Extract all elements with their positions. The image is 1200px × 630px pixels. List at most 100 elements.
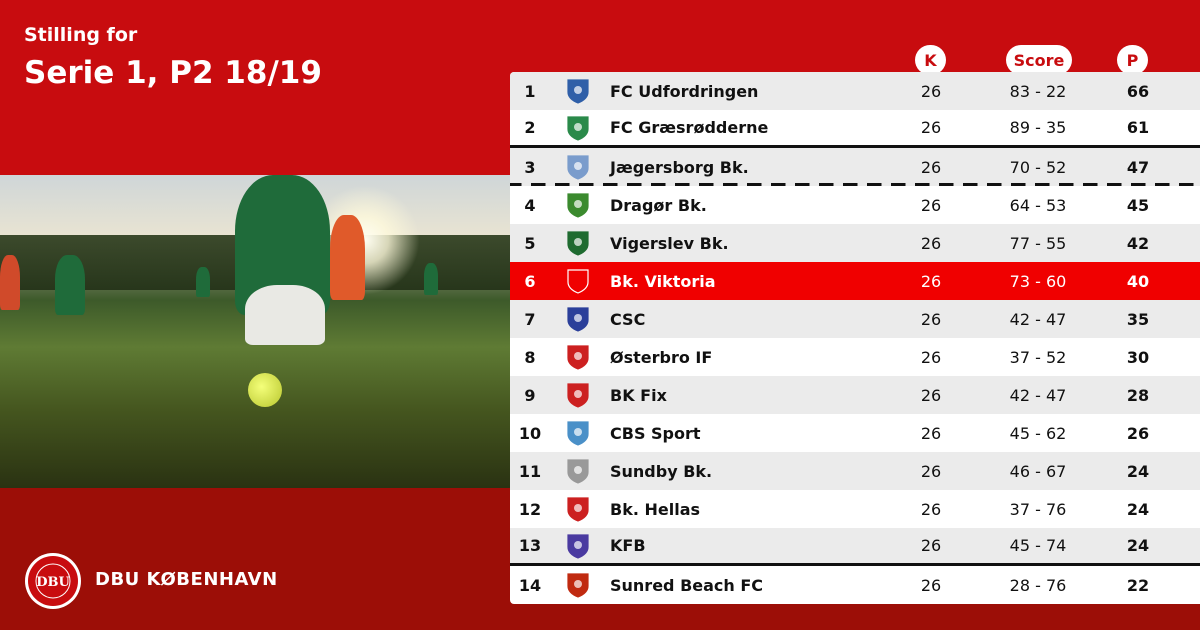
column-header-played: K — [915, 45, 946, 75]
team-name: Sunred Beach FC — [610, 575, 764, 595]
played: 26 — [920, 423, 942, 443]
score: 46 - 67 — [1009, 461, 1067, 481]
team-logo-icon — [566, 115, 590, 141]
team-name: Sundby Bk. — [610, 461, 713, 481]
standings-table: 1 FC Udfordringen 26 83 - 22 66 2 FC Græs… — [510, 72, 1200, 604]
score: 45 - 74 — [1009, 536, 1067, 555]
team-logo-icon — [566, 458, 590, 484]
points: 24 — [1126, 536, 1150, 555]
played: 26 — [920, 233, 942, 253]
score: 37 - 52 — [1009, 347, 1067, 367]
table-row: 4 Dragør Bk. 26 64 - 53 45 — [510, 186, 1200, 224]
column-header-score: Score — [1006, 45, 1072, 75]
football-photo — [0, 175, 510, 488]
rank: 4 — [524, 195, 536, 215]
points: 66 — [1126, 81, 1150, 101]
rank: 10 — [518, 423, 542, 443]
score: 64 - 53 — [1009, 195, 1067, 215]
table-row: 8 Østerbro IF 26 37 - 52 30 — [510, 338, 1200, 376]
team-logo-icon — [566, 382, 590, 408]
score: 42 - 47 — [1009, 309, 1067, 329]
team-logo-icon — [566, 344, 590, 370]
played: 26 — [920, 195, 942, 215]
team-name: CSC — [610, 309, 646, 329]
played: 26 — [920, 309, 942, 329]
table-row: 10 CBS Sport 26 45 - 62 26 — [510, 414, 1200, 452]
played: 26 — [920, 385, 942, 405]
played: 26 — [920, 271, 942, 291]
points: 26 — [1126, 423, 1150, 443]
rank: 11 — [518, 461, 542, 481]
team-logo-icon — [566, 496, 590, 522]
table-row: 11 Sundby Bk. 26 46 - 67 24 — [510, 452, 1200, 490]
played: 26 — [920, 536, 942, 555]
points: 35 — [1126, 309, 1150, 329]
played: 26 — [920, 575, 942, 595]
team-name: BK Fix — [610, 385, 667, 405]
rank: 2 — [524, 118, 536, 137]
table-row: 3 Jægersborg Bk. 26 70 - 52 47 — [510, 148, 1200, 186]
score: 73 - 60 — [1009, 271, 1067, 291]
played: 26 — [920, 347, 942, 367]
table-row: 2 FC Græsrødderne 26 89 - 35 61 — [510, 110, 1200, 148]
column-header-points: P — [1117, 45, 1148, 75]
points: 22 — [1126, 575, 1150, 595]
table-row: 5 Vigerslev Bk. 26 77 - 55 42 — [510, 224, 1200, 262]
points: 24 — [1126, 461, 1150, 481]
team-name: Jægersborg Bk. — [610, 157, 749, 177]
score: 83 - 22 — [1009, 81, 1067, 101]
team-name: Østerbro IF — [610, 347, 713, 367]
score: 28 - 76 — [1009, 575, 1067, 595]
played: 26 — [920, 157, 942, 177]
team-name: Dragør Bk. — [610, 195, 707, 215]
played: 26 — [920, 118, 942, 137]
points: 45 — [1126, 195, 1150, 215]
team-name: FC Græsrødderne — [610, 118, 769, 137]
rank: 1 — [524, 81, 536, 101]
table-row: 13 KFB 26 45 - 74 24 — [510, 528, 1200, 566]
table-row: 7 CSC 26 42 - 47 35 — [510, 300, 1200, 338]
rank: 8 — [524, 347, 536, 367]
dbu-logo: DBU — [25, 553, 81, 609]
points: 24 — [1126, 499, 1150, 519]
rank: 5 — [524, 233, 536, 253]
table-row: 9 BK Fix 26 42 - 47 28 — [510, 376, 1200, 414]
score: 37 - 76 — [1009, 499, 1067, 519]
points: 61 — [1126, 118, 1150, 137]
table-row: 14 Sunred Beach FC 26 28 - 76 22 — [510, 566, 1200, 604]
score: 45 - 62 — [1009, 423, 1067, 443]
rank: 6 — [524, 271, 536, 291]
team-name: Bk. Hellas — [610, 499, 701, 519]
page-title: Serie 1, P2 18/19 — [24, 55, 322, 91]
rank: 12 — [518, 499, 542, 519]
team-logo-icon — [566, 533, 590, 559]
team-logo-icon — [566, 268, 590, 294]
rank: 13 — [518, 536, 542, 555]
team-logo-icon — [566, 78, 590, 104]
points: 30 — [1126, 347, 1150, 367]
rank: 7 — [524, 309, 536, 329]
score: 42 - 47 — [1009, 385, 1067, 405]
score: 70 - 52 — [1009, 157, 1067, 177]
points: 42 — [1126, 233, 1150, 253]
team-name: Vigerslev Bk. — [610, 233, 729, 253]
points: 40 — [1126, 271, 1150, 291]
team-name: KFB — [610, 536, 646, 555]
table-row: 12 Bk. Hellas 26 37 - 76 24 — [510, 490, 1200, 528]
team-name: CBS Sport — [610, 423, 701, 443]
rank: 9 — [524, 385, 536, 405]
page-subtitle: Stilling for — [24, 24, 138, 46]
team-logo-icon — [566, 420, 590, 446]
team-logo-icon — [566, 230, 590, 256]
svg-text:DBU: DBU — [36, 575, 70, 590]
points: 28 — [1126, 385, 1150, 405]
table-row: 1 FC Udfordringen 26 83 - 22 66 — [510, 72, 1200, 110]
played: 26 — [920, 499, 942, 519]
team-logo-icon — [566, 154, 590, 180]
table-row: 6 Bk. Viktoria 26 73 - 60 40 — [510, 262, 1200, 300]
rank: 3 — [524, 157, 536, 177]
team-name: FC Udfordringen — [610, 81, 759, 101]
played: 26 — [920, 81, 942, 101]
team-name: Bk. Viktoria — [610, 271, 716, 291]
points: 47 — [1126, 157, 1150, 177]
